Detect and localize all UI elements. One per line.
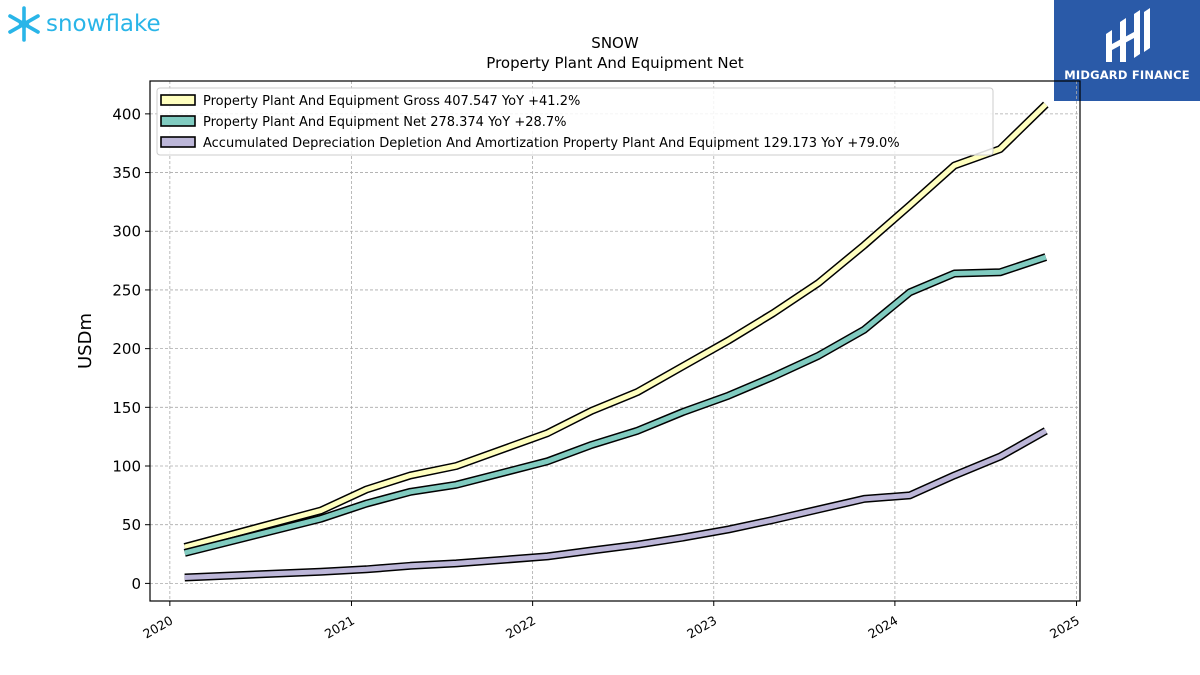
- legend-swatch-3: [160, 136, 196, 148]
- snowflake-icon: [8, 6, 40, 42]
- x-tick-label: 2023: [684, 613, 719, 642]
- legend-swatch-1: [160, 94, 196, 106]
- series-line-1: [184, 102, 1048, 550]
- y-axis: 0 50 100 150 200 250 300 350 400: [112, 105, 150, 593]
- chart-subtitle: Property Plant And Equipment Net: [486, 54, 743, 72]
- x-tick-label: 2024: [865, 613, 900, 642]
- snowflake-wordmark: snowflake: [46, 11, 161, 37]
- x-tick-label: 2022: [503, 613, 538, 642]
- midgard-wordmark: MIDGARD FINANCE: [1064, 68, 1190, 82]
- x-axis: 2020 2021 2022 2023 2024 2025: [140, 601, 1082, 642]
- legend-label-1: Property Plant And Equipment Gross 407.5…: [203, 94, 580, 109]
- y-tick-label: 350: [112, 164, 141, 182]
- plot-frame: [149, 80, 1081, 602]
- series-line-2: [184, 254, 1047, 556]
- y-tick-label: 250: [112, 281, 141, 299]
- x-tick-label: 2021: [322, 613, 357, 642]
- series-line-3: [184, 428, 1048, 580]
- y-tick-label: 50: [122, 516, 141, 534]
- x-tick-label: 2020: [140, 613, 175, 642]
- y-tick-label: 300: [112, 223, 141, 241]
- y-tick-label: 100: [112, 458, 141, 476]
- x-tick-label: 2025: [1047, 613, 1082, 642]
- legend-label-3: Accumulated Depreciation Depletion And A…: [203, 136, 900, 151]
- snowflake-logo: snowflake: [4, 4, 174, 44]
- series-line-outline-3: [184, 427, 1048, 582]
- midgard-finance-logo: MIDGARD FINANCE: [1054, 0, 1200, 101]
- y-tick-label: 0: [131, 575, 141, 593]
- legend: Property Plant And Equipment Gross 407.5…: [156, 87, 994, 156]
- y-tick-label: 200: [112, 340, 141, 358]
- chart-title: SNOW: [591, 34, 639, 52]
- y-axis-label: USDm: [75, 313, 96, 369]
- series-lines: [183, 101, 1049, 582]
- series-line-outline-1: [183, 101, 1049, 551]
- y-tick-label: 150: [112, 399, 141, 417]
- y-tick-label: 400: [112, 105, 141, 123]
- legend-swatch-2: [160, 115, 196, 127]
- legend-label-2: Property Plant And Equipment Net 278.374…: [203, 115, 567, 130]
- midgard-mark-icon: [1106, 8, 1150, 62]
- legend-box: [156, 87, 994, 156]
